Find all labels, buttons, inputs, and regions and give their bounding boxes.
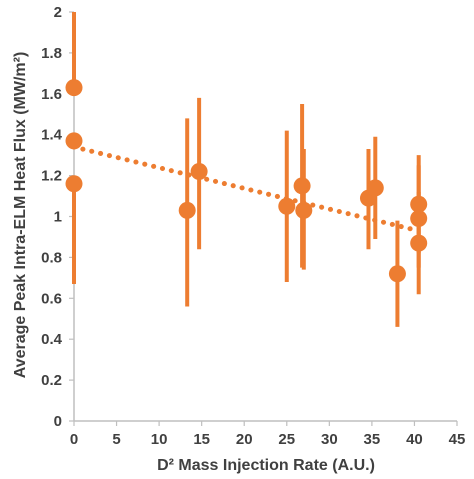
tick-labels: 0 5 10 15 20 25 30 35 40 45 0 0.2 0.4 0.6 0.8 1 1.2 1.4 1.… xyxy=(41,4,465,448)
chart-axes xyxy=(69,11,458,426)
data-point xyxy=(366,179,384,197)
data-point xyxy=(388,265,406,283)
y-tick-label: 0.6 xyxy=(41,290,62,307)
y-tick-label: 1.4 xyxy=(41,127,63,144)
x-axis-title: D² Mass Injection Rate (A.U.) xyxy=(157,457,375,474)
y-tick-label: 1 xyxy=(54,209,62,226)
x-tick-label: 20 xyxy=(236,431,253,448)
x-tick-label: 0 xyxy=(70,431,78,448)
y-tick-label: 1.8 xyxy=(41,45,62,62)
data-point xyxy=(278,197,296,215)
y-tick-label: 0.8 xyxy=(41,249,62,266)
data-point xyxy=(178,201,196,219)
data-points xyxy=(65,79,428,283)
data-point xyxy=(190,163,208,181)
y-axis-title: Average Peak Intra-ELM Heat Flux (MW/m²) xyxy=(12,52,29,379)
x-tick-label: 40 xyxy=(406,431,423,448)
data-point xyxy=(410,195,428,213)
data-point xyxy=(410,210,428,228)
x-tick-label: 45 xyxy=(449,431,466,448)
y-tick-label: 1.6 xyxy=(41,86,62,103)
y-tick-label: 1.2 xyxy=(41,168,62,185)
error-bars xyxy=(72,12,421,327)
y-tick-label: 0.2 xyxy=(41,372,62,389)
x-tick-label: 5 xyxy=(112,431,120,448)
data-point xyxy=(410,234,428,252)
x-tick-label: 35 xyxy=(364,431,381,448)
x-tick-label: 30 xyxy=(321,431,338,448)
x-tick-label: 10 xyxy=(151,431,168,448)
data-point xyxy=(295,201,313,219)
y-tick-label: 0 xyxy=(54,413,62,430)
x-tick-label: 15 xyxy=(193,431,210,448)
data-point xyxy=(65,175,83,193)
data-point xyxy=(293,177,311,195)
data-point xyxy=(65,132,83,150)
x-tick-label: 25 xyxy=(278,431,295,448)
data-point xyxy=(65,79,83,97)
y-tick-label: 0.4 xyxy=(41,331,63,348)
y-tick-label: 2 xyxy=(54,4,62,21)
